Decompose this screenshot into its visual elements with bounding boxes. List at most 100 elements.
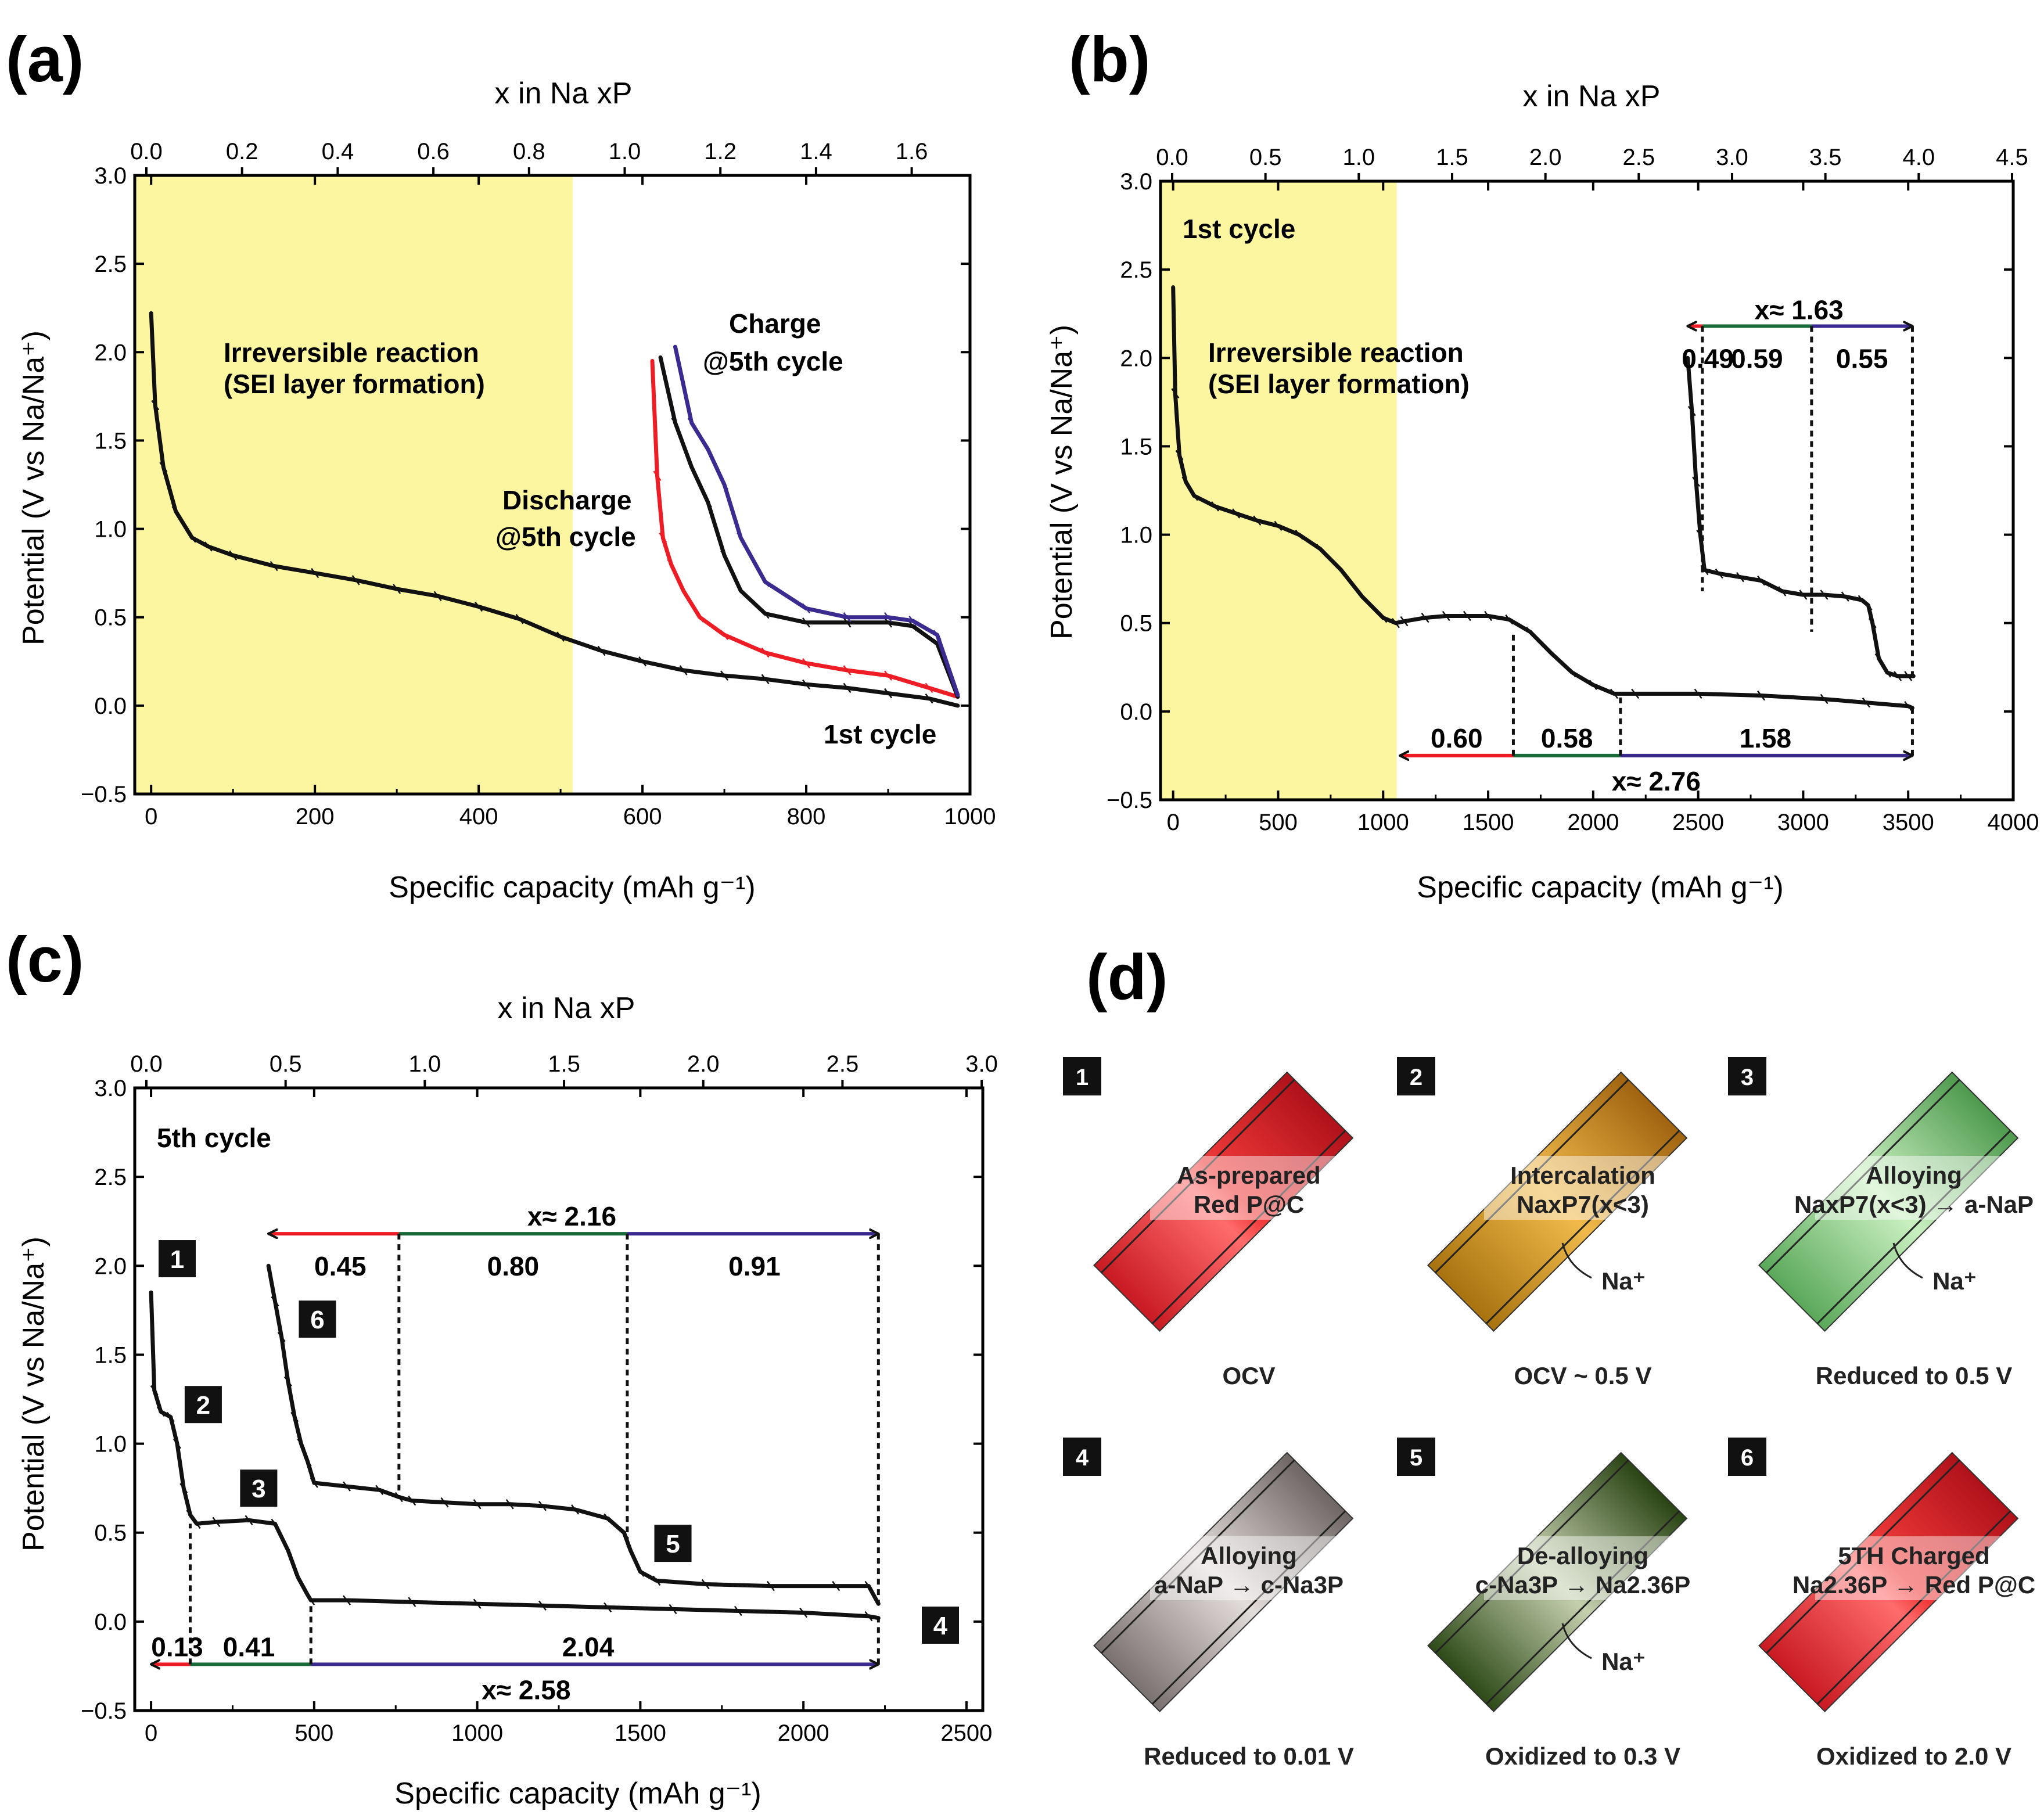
state-marker-box (159, 1240, 196, 1278)
y-tick-label: 2.0 (1120, 346, 1152, 371)
series-marker (1862, 697, 1870, 708)
process-reaction: c-Na3P → Na2.36P (1475, 1571, 1690, 1598)
panel-label-d: (d) (1086, 942, 1168, 1013)
y-tick-label: 0.0 (94, 694, 127, 719)
series-marker (669, 1604, 677, 1615)
nanotube-wall (1485, 1130, 1680, 1324)
x-tick-label: 3000 (1777, 810, 1829, 835)
y-tick-label: 2.0 (94, 340, 127, 365)
x-axis-title: Specific capacity (mAh g⁻¹) (389, 871, 755, 904)
series-marker (1171, 388, 1180, 398)
segment-value: 0.45 (314, 1251, 367, 1281)
y-tick-label: 3.0 (1120, 169, 1152, 195)
y-tick-label: 2.5 (1120, 257, 1152, 283)
series-marker (1874, 653, 1883, 664)
series-line (1686, 355, 1916, 678)
y-tick-label: 1.5 (94, 428, 127, 454)
top-tick-label: 1.2 (704, 139, 737, 164)
state-caption: Oxidized to 0.3 V (1485, 1742, 1680, 1770)
series-marker (1894, 671, 1902, 681)
series-marker (1190, 490, 1198, 501)
series-line (149, 1290, 881, 1621)
process-title: Alloying (1201, 1542, 1297, 1569)
y-tick-label: 1.0 (1120, 523, 1152, 548)
y-axis-title: Potential (V vs Na/Na⁺) (1045, 325, 1079, 639)
series-marker (303, 1456, 312, 1467)
series-marker (843, 682, 852, 694)
series-marker (695, 612, 704, 623)
series-line (673, 344, 960, 698)
sei-shaded-region (135, 175, 573, 794)
top-tick-label: 1.5 (548, 1051, 580, 1077)
x-total-label: x≈ 1.63 (1755, 295, 1844, 325)
series-marker (1820, 694, 1829, 705)
series-marker (884, 688, 893, 699)
series-marker (1841, 591, 1849, 602)
series-marker (556, 631, 565, 642)
series-marker (179, 1483, 188, 1493)
series-marker (802, 617, 811, 628)
series-marker (761, 608, 770, 619)
panel-label-b: (b) (1069, 24, 1150, 95)
y-tick-label: 0.0 (94, 1609, 127, 1635)
x-total-label: x≈ 2.58 (482, 1675, 570, 1705)
series-marker (293, 1572, 302, 1583)
x-tick-label: 1000 (451, 1720, 503, 1746)
x-tick-label: 400 (459, 804, 498, 829)
y-tick-label: 3.0 (94, 1076, 127, 1101)
top-tick-label: 0.4 (322, 139, 354, 164)
top-tick-label: 4.5 (1996, 145, 2028, 170)
process-title: Alloying (1866, 1162, 1962, 1189)
series-marker (1883, 667, 1892, 678)
top-tick-label: 2.5 (1623, 145, 1655, 170)
series-marker (375, 1485, 384, 1495)
series-marker (1757, 690, 1766, 701)
series-marker (1463, 610, 1471, 621)
top-tick-label: 1.0 (1343, 145, 1375, 170)
nanotube-wall (1435, 1079, 1629, 1274)
state-marker-number: 1 (170, 1245, 184, 1274)
x-tick-label: 1500 (615, 1720, 666, 1746)
series-marker (671, 418, 680, 428)
series-marker (408, 1597, 416, 1607)
state-number: 6 (1741, 1445, 1754, 1471)
corner-label: 1st cycle (1183, 214, 1295, 244)
x-tick-label: 1000 (1357, 810, 1409, 835)
series-marker (1232, 508, 1241, 519)
series-marker (343, 1595, 351, 1605)
shade-label-line2: (SEI layer formation) (224, 369, 485, 399)
nanotube-wall (1766, 1459, 1960, 1654)
series-marker (1568, 667, 1576, 678)
y-tick-label: −0.5 (81, 782, 127, 807)
series-marker (1526, 627, 1535, 637)
segment-value: 0.58 (1541, 723, 1593, 753)
segment-value: 1.58 (1740, 723, 1792, 753)
discharge-label: Discharge (502, 485, 631, 515)
state-number-box (1063, 1438, 1101, 1476)
series-marker (271, 1296, 279, 1307)
process-title: Intercalation (1510, 1162, 1655, 1189)
series-marker (270, 561, 278, 572)
series-marker (1687, 405, 1696, 416)
y-tick-label: 1.0 (94, 1432, 127, 1457)
series-marker (283, 1376, 292, 1387)
top-tick-label: 1.0 (409, 1051, 441, 1077)
series-marker (1864, 600, 1873, 611)
y-tick-label: 0.0 (1120, 699, 1152, 725)
ion-arrow (1892, 1242, 1923, 1279)
state-number-box (1397, 1438, 1435, 1476)
series-marker (473, 1598, 482, 1609)
nanotube (1093, 1071, 1354, 1332)
series-marker (473, 1499, 482, 1510)
nanotube (1427, 1071, 1688, 1332)
x-tick-label: 0 (1167, 810, 1180, 835)
series-marker (271, 1518, 279, 1529)
y-tick-label: 2.5 (94, 251, 127, 277)
sodium-ion-label: Na⁺ (1601, 1267, 1646, 1295)
series-marker (761, 577, 770, 587)
series-marker (571, 1504, 580, 1515)
process-reaction: Red P@C (1194, 1191, 1304, 1218)
state-caption: OCV (1222, 1362, 1275, 1389)
